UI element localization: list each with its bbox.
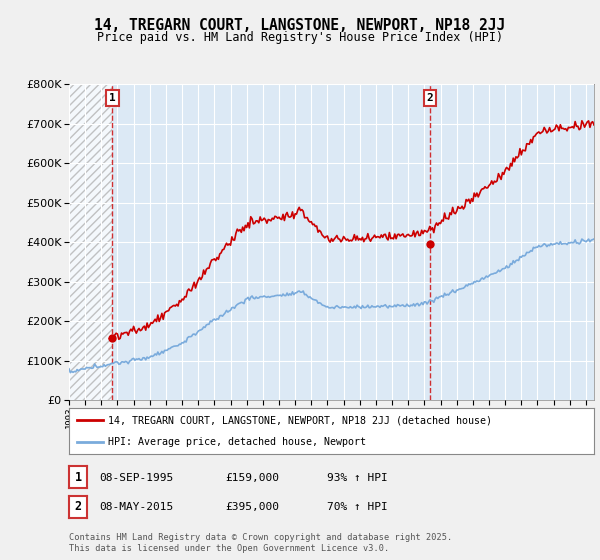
Text: 93% ↑ HPI: 93% ↑ HPI <box>327 473 388 483</box>
Text: 70% ↑ HPI: 70% ↑ HPI <box>327 502 388 512</box>
Text: 2: 2 <box>427 93 434 103</box>
Text: 14, TREGARN COURT, LANGSTONE, NEWPORT, NP18 2JJ: 14, TREGARN COURT, LANGSTONE, NEWPORT, N… <box>94 18 506 33</box>
Text: 1: 1 <box>109 93 116 103</box>
Text: Price paid vs. HM Land Registry's House Price Index (HPI): Price paid vs. HM Land Registry's House … <box>97 31 503 44</box>
Text: £395,000: £395,000 <box>225 502 279 512</box>
Text: 14, TREGARN COURT, LANGSTONE, NEWPORT, NP18 2JJ (detached house): 14, TREGARN COURT, LANGSTONE, NEWPORT, N… <box>109 415 493 425</box>
Text: Contains HM Land Registry data © Crown copyright and database right 2025.
This d: Contains HM Land Registry data © Crown c… <box>69 533 452 553</box>
Text: 2: 2 <box>74 500 82 514</box>
Text: 1: 1 <box>74 470 82 484</box>
Text: HPI: Average price, detached house, Newport: HPI: Average price, detached house, Newp… <box>109 437 367 447</box>
Text: 08-SEP-1995: 08-SEP-1995 <box>99 473 173 483</box>
Text: £159,000: £159,000 <box>225 473 279 483</box>
Text: 08-MAY-2015: 08-MAY-2015 <box>99 502 173 512</box>
